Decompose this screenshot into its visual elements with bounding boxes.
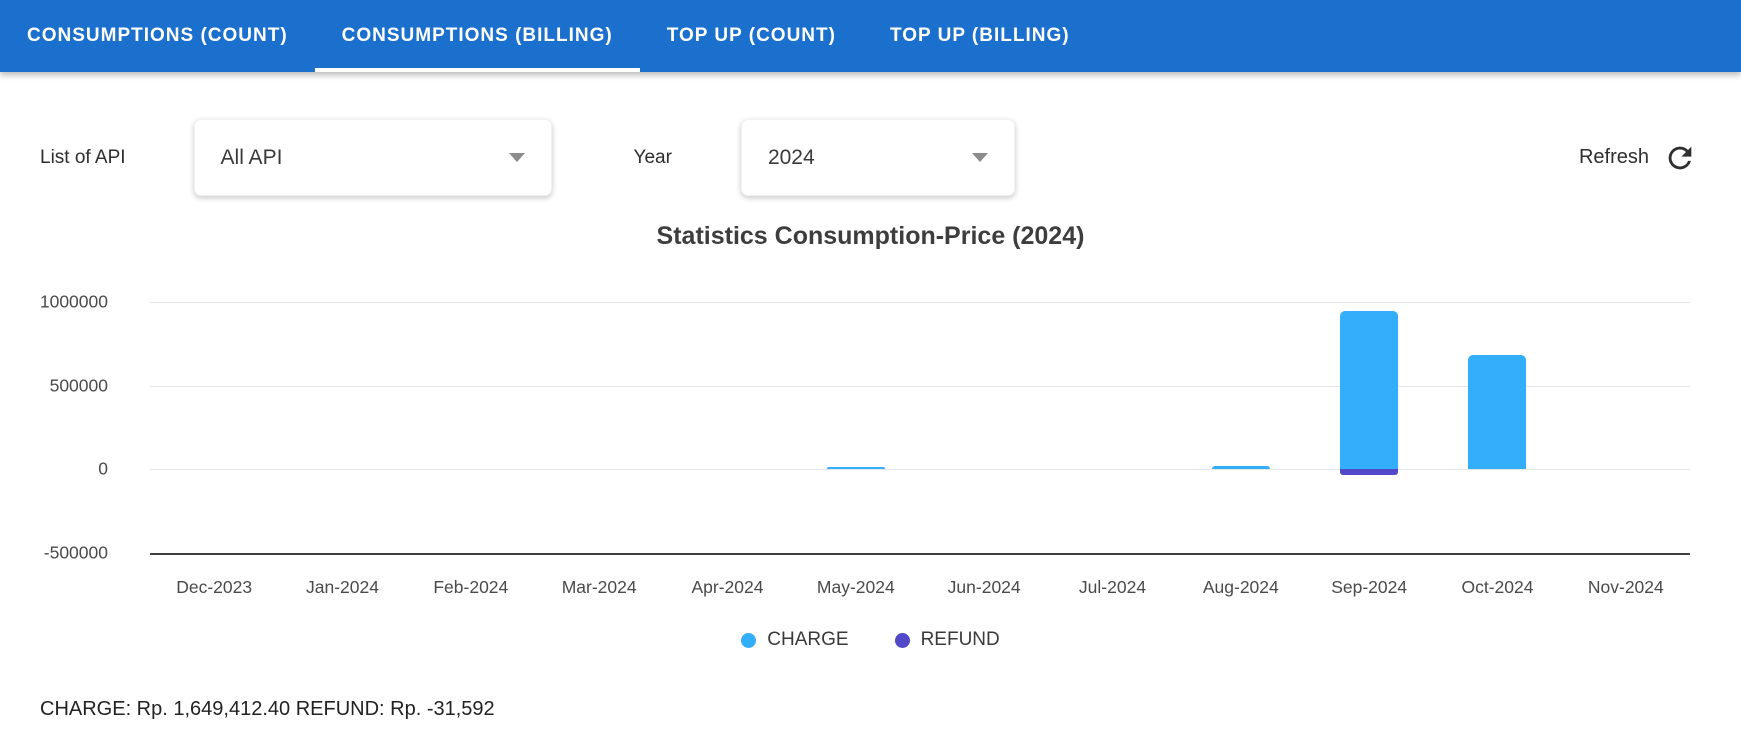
x-axis-tick-label: Sep-2024 bbox=[1305, 577, 1433, 598]
refund-bar bbox=[1340, 469, 1398, 474]
y-axis-tick-label: -500000 bbox=[0, 543, 130, 564]
legend-color-dot bbox=[741, 633, 756, 648]
x-axis-tick-label: Oct-2024 bbox=[1433, 577, 1561, 598]
category-slot: Jun-2024 bbox=[920, 302, 1048, 553]
x-axis-tick-label: Aug-2024 bbox=[1177, 577, 1305, 598]
y-axis-tick-label: 1000000 bbox=[0, 292, 130, 313]
category-slot: Jul-2024 bbox=[1048, 302, 1176, 553]
legend-item-refund[interactable]: REFUND bbox=[895, 629, 1000, 651]
bar-chart: Dec-2023Jan-2024Feb-2024Mar-2024Apr-2024… bbox=[0, 302, 1741, 614]
legend-label: CHARGE bbox=[767, 629, 848, 651]
x-axis-tick-label: Apr-2024 bbox=[663, 577, 791, 598]
category-slot: Sep-2024 bbox=[1305, 302, 1433, 553]
x-axis-tick-label: Mar-2024 bbox=[535, 577, 663, 598]
x-axis-tick-label: Jan-2024 bbox=[278, 577, 406, 598]
api-select[interactable]: All API bbox=[194, 119, 552, 196]
x-axis-tick-label: May-2024 bbox=[792, 577, 920, 598]
year-select[interactable]: 2024 bbox=[741, 119, 1015, 196]
tab-label: TOP UP (COUNT) bbox=[667, 25, 836, 47]
charge-bar bbox=[1468, 355, 1526, 469]
totals-summary: CHARGE: Rp. 1,649,412.40 REFUND: Rp. -31… bbox=[40, 698, 1741, 721]
x-axis-tick-label: Jun-2024 bbox=[920, 577, 1048, 598]
tab-label: CONSUMPTIONS (BILLING) bbox=[342, 25, 613, 47]
tab-label: CONSUMPTIONS (COUNT) bbox=[27, 25, 288, 47]
category-slot: Jan-2024 bbox=[278, 302, 406, 553]
chevron-down-icon bbox=[972, 153, 988, 162]
x-axis-tick-label: Feb-2024 bbox=[407, 577, 535, 598]
tab-label: TOP UP (BILLING) bbox=[890, 25, 1070, 47]
filter-row: List of API All API Year 2024 Refresh bbox=[0, 119, 1741, 196]
category-slot: Mar-2024 bbox=[535, 302, 663, 553]
x-axis-tick-label: Jul-2024 bbox=[1048, 577, 1176, 598]
chevron-down-icon bbox=[509, 153, 525, 162]
category-slot: Dec-2023 bbox=[150, 302, 278, 553]
y-axis-tick-label: 500000 bbox=[0, 375, 130, 396]
category-slot: Nov-2024 bbox=[1562, 302, 1690, 553]
category-slot: May-2024 bbox=[792, 302, 920, 553]
category-slot: Aug-2024 bbox=[1177, 302, 1305, 553]
charge-bar bbox=[1340, 311, 1398, 469]
tab-consumptions-billing[interactable]: CONSUMPTIONS (BILLING) bbox=[315, 0, 640, 72]
x-axis-line bbox=[150, 553, 1690, 555]
legend-color-dot bbox=[895, 633, 910, 648]
tab-top-up-billing[interactable]: TOP UP (BILLING) bbox=[863, 0, 1097, 72]
tab-top-up-count[interactable]: TOP UP (COUNT) bbox=[640, 0, 863, 72]
legend-item-charge[interactable]: CHARGE bbox=[741, 629, 848, 651]
y-axis-tick-label: 0 bbox=[0, 459, 130, 480]
x-axis-tick-label: Nov-2024 bbox=[1562, 577, 1690, 598]
refresh-button[interactable]: Refresh bbox=[1579, 141, 1697, 175]
refresh-icon bbox=[1663, 141, 1697, 175]
year-filter-label: Year bbox=[634, 147, 672, 169]
charge-bar bbox=[1212, 466, 1270, 470]
chart-title: Statistics Consumption-Price (2024) bbox=[0, 222, 1741, 254]
tab-bar: CONSUMPTIONS (COUNT) CONSUMPTIONS (BILLIN… bbox=[0, 0, 1741, 72]
year-select-value: 2024 bbox=[768, 146, 815, 170]
category-slot: Feb-2024 bbox=[407, 302, 535, 553]
api-filter-label: List of API bbox=[40, 147, 126, 169]
refresh-button-label: Refresh bbox=[1579, 146, 1649, 169]
chart-legend: CHARGE REFUND bbox=[0, 626, 1741, 654]
tab-consumptions-count[interactable]: CONSUMPTIONS (COUNT) bbox=[0, 0, 315, 72]
active-tab-indicator bbox=[315, 68, 640, 72]
plot-area: Dec-2023Jan-2024Feb-2024Mar-2024Apr-2024… bbox=[150, 302, 1690, 553]
legend-label: REFUND bbox=[921, 629, 1000, 651]
x-axis-tick-label: Dec-2023 bbox=[150, 577, 278, 598]
category-slot: Oct-2024 bbox=[1433, 302, 1561, 553]
charge-bar bbox=[827, 467, 885, 470]
api-select-value: All API bbox=[221, 146, 283, 170]
category-slot: Apr-2024 bbox=[663, 302, 791, 553]
